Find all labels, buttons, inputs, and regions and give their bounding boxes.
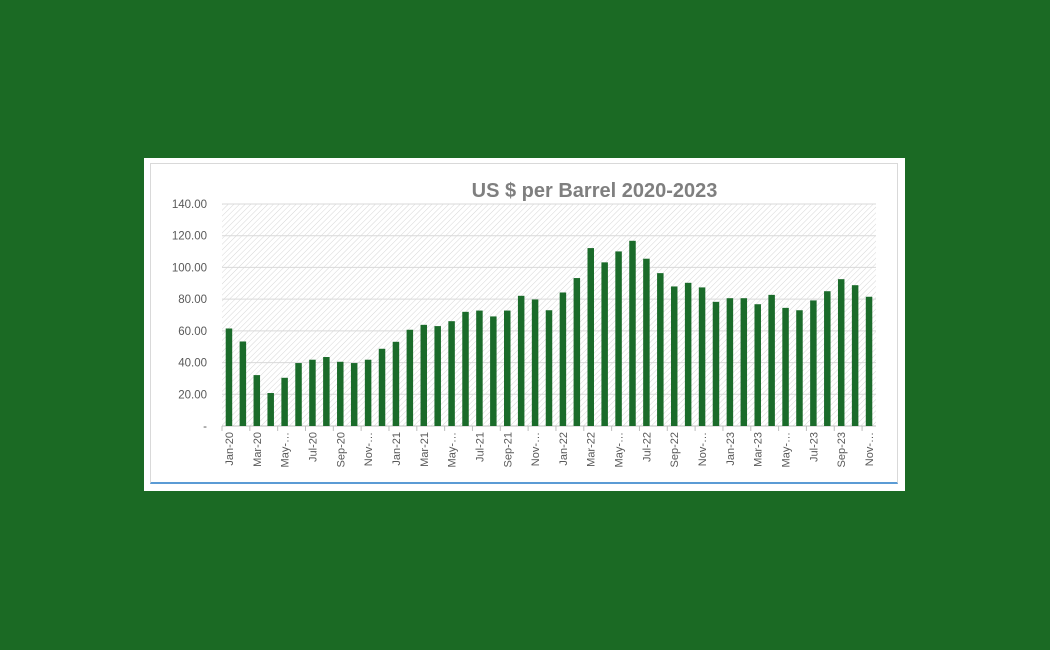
bar-Aug-23	[824, 291, 831, 426]
bar-Jun-21	[462, 311, 469, 426]
chart-title: US $ per Barrel 2020-2023	[471, 180, 718, 202]
bar-Jan-21	[392, 341, 400, 426]
bar-Feb-23	[740, 298, 748, 426]
bar-May-21	[448, 321, 455, 426]
x-tick-label: Jul-20	[307, 432, 319, 462]
x-tick-label: May-…	[781, 432, 793, 467]
x-tick-label: May-…	[280, 432, 292, 467]
bar-Jan-22	[559, 292, 567, 426]
x-tick-label: Jan-21	[391, 432, 403, 466]
y-tick-label: 140.00	[172, 199, 207, 211]
bar-Sep-22	[670, 286, 678, 426]
bar-Mar-21	[420, 324, 428, 426]
x-tick-label: Mar-22	[586, 432, 598, 467]
bar-Mar-23	[754, 304, 761, 426]
bar-May-20	[281, 377, 288, 426]
bar-May-23	[782, 307, 789, 426]
x-tick-label: Sep-20	[335, 432, 347, 467]
x-tick-label: Mar-20	[252, 432, 264, 467]
y-tick-label: 60.00	[178, 326, 207, 338]
bar-Jun-20	[295, 363, 302, 426]
x-tick-label: May-…	[447, 432, 459, 467]
bar-Jun-23	[796, 310, 803, 426]
x-tick-label: Sep-22	[669, 432, 681, 467]
x-tick-label: Sep-23	[836, 432, 848, 467]
bar-Jul-20	[309, 359, 316, 426]
chart-card: US $ per Barrel 2020-2023 - 20.00 40.00 60.…	[144, 158, 905, 491]
bar-Jul-21	[476, 310, 483, 426]
bar-Feb-20	[239, 341, 247, 426]
y-tick-label: 40.00	[178, 358, 207, 370]
bar-Mar-22	[587, 248, 594, 426]
bar-Nov-23	[865, 296, 873, 426]
bar-Oct-20	[350, 363, 358, 426]
x-tick-label: Jul-23	[808, 432, 820, 462]
chart-frame	[150, 163, 898, 484]
x-tick-label: May-…	[614, 432, 626, 467]
x-tick-label: Nov-…	[530, 432, 542, 466]
x-tick-label: Nov-…	[864, 432, 876, 466]
bar-Nov-21	[531, 299, 539, 426]
bar-Sep-20	[337, 361, 344, 426]
x-tick-label: Jan-23	[725, 432, 737, 466]
bar-Jul-22	[643, 258, 650, 426]
bar-Mar-20	[253, 375, 261, 426]
bar-Oct-23	[851, 285, 859, 426]
y-tick-label: -	[203, 421, 207, 433]
x-tick-label: Jan-20	[224, 432, 236, 466]
bar-Jan-20	[225, 328, 233, 426]
bar-May-22	[615, 251, 622, 426]
bar-Nov-22	[698, 287, 706, 426]
bar-Dec-20	[378, 348, 386, 426]
bar-Oct-21	[517, 295, 525, 426]
bar-Sep-21	[504, 310, 511, 426]
x-tick-label: Mar-23	[753, 432, 765, 467]
x-tick-label: Sep-21	[502, 432, 514, 467]
bar-Aug-20	[323, 357, 330, 426]
bar-Sep-23	[837, 279, 845, 426]
bar-Oct-22	[684, 282, 692, 426]
y-tick-label: 100.00	[172, 262, 207, 274]
bar-Apr-23	[768, 294, 775, 426]
bar-Aug-22	[657, 273, 664, 426]
x-tick-label: Nov-…	[697, 432, 709, 466]
bar-Jul-23	[810, 300, 817, 426]
x-tick-label: Mar-21	[419, 432, 431, 467]
bar-Feb-21	[406, 329, 414, 426]
y-tick-label: 120.00	[172, 231, 207, 243]
bar-Nov-20	[364, 359, 372, 426]
x-tick-label: Jan-22	[558, 432, 570, 466]
x-tick-label: Jul-22	[641, 432, 653, 462]
bar-Dec-22	[712, 301, 720, 426]
y-tick-label: 20.00	[178, 389, 207, 401]
bar-Apr-20	[267, 393, 274, 426]
bar-Apr-21	[434, 326, 441, 426]
y-tick-label: 80.00	[178, 294, 207, 306]
x-tick-label: Nov-…	[363, 432, 375, 466]
bar-Jan-23	[726, 298, 734, 426]
bar-chart: - 20.00 40.00 60.00 80.00 100.00 120.00 140.00 J…	[172, 199, 876, 467]
bar-Dec-21	[545, 310, 553, 426]
x-tick-label: Jul-21	[474, 432, 486, 462]
bar-Jun-22	[629, 240, 636, 426]
bar-Aug-21	[490, 316, 497, 426]
bar-Apr-22	[601, 262, 608, 426]
bar-Feb-22	[573, 278, 581, 426]
